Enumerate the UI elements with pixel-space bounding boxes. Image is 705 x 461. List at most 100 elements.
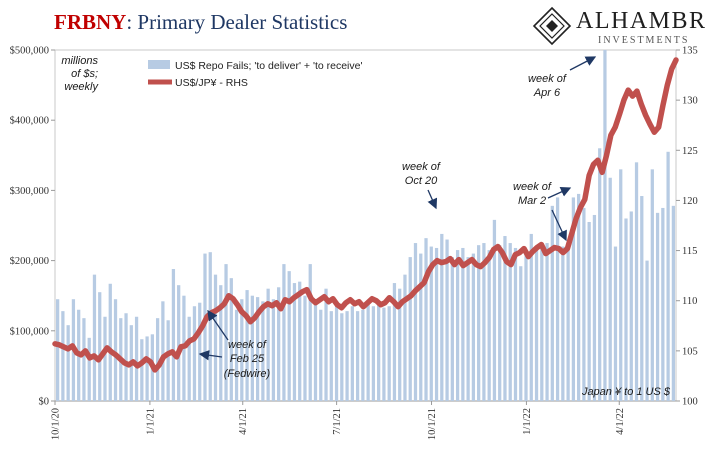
repo-fails-bar — [424, 238, 428, 401]
repo-fails-bar — [240, 299, 244, 401]
repo-fails-bar — [155, 318, 160, 401]
repo-fails-bar — [671, 205, 675, 401]
footnote: Japan ¥ to 1 US $ — [581, 386, 671, 398]
repo-fails-bar — [329, 311, 333, 401]
units-line-1: millions — [61, 55, 98, 67]
annotation-apr6-line-1: week of — [528, 73, 567, 85]
repo-fails-bar — [303, 295, 307, 401]
repo-fails-bar — [245, 290, 249, 401]
legend-line-label: US$/JP¥ - RHS — [175, 77, 248, 89]
repo-fails-bar — [440, 233, 444, 401]
y-left-tick-label: $200,000 — [10, 256, 49, 267]
repo-fails-bar — [350, 306, 354, 401]
y-right-tick-label: 135 — [682, 46, 698, 57]
repo-fails-bar — [192, 306, 197, 401]
y-right-tick-label: 100 — [682, 397, 698, 408]
repo-fails-bar — [261, 301, 265, 401]
alhambra-logo: ALHAMBRA INVESTMENTS — [532, 6, 705, 46]
repo-fails-bar — [187, 316, 191, 401]
annotation-mar2-arrow-down — [551, 209, 567, 242]
x-tick-label: 1/1/22 — [522, 408, 533, 435]
repo-fails-bar — [145, 336, 149, 401]
repo-fails-bar — [366, 302, 370, 401]
repo-fails-bar — [171, 269, 176, 401]
repo-fails-bar — [613, 246, 618, 401]
repo-fails-bar — [529, 233, 533, 401]
repo-fails-bar — [408, 257, 412, 401]
repo-fails-bar — [608, 177, 612, 401]
repo-fails-bars — [56, 50, 675, 401]
y-right-tick-label: 105 — [682, 346, 698, 357]
x-tick-label: 1/1/21 — [145, 408, 156, 435]
repo-fails-bar — [266, 288, 270, 401]
repo-fails-bar — [540, 246, 544, 401]
repo-fails-bar — [282, 264, 286, 401]
repo-fails-bar — [545, 243, 549, 401]
repo-fails-bar — [550, 205, 554, 401]
repo-fails-bar — [124, 313, 128, 401]
repo-fails-bar — [640, 196, 644, 401]
repo-fails-bar — [582, 207, 586, 401]
repo-fails-bar — [655, 212, 660, 401]
repo-fails-bar — [108, 283, 112, 401]
repo-fails-bar — [398, 288, 402, 401]
repo-fails-bar — [82, 318, 86, 401]
annotation-feb25: week of Feb 25 (Fedwire) — [198, 309, 271, 380]
repo-fails-bar — [645, 260, 649, 401]
logo-subtitle: INVESTMENTS — [598, 35, 690, 46]
legend-bar-label: US$ Repo Fails; 'to deliver' + 'to recei… — [175, 60, 362, 72]
y-left-tick-label: $300,000 — [10, 186, 49, 197]
repo-fails-bar — [66, 325, 70, 401]
repo-fails-bar — [361, 309, 365, 401]
annotation-mar2-line-1: week of — [513, 181, 552, 193]
repo-fails-bar — [429, 246, 433, 401]
repo-fails-bar — [87, 337, 91, 401]
repo-fails-bar — [92, 274, 97, 401]
x-tick-label: 10/1/20 — [51, 408, 62, 440]
repo-fails-bar — [345, 311, 349, 401]
annotation-feb25-line-2: Feb 25 — [230, 353, 265, 365]
units-line-2: of $s; — [71, 68, 98, 80]
repo-fails-bar — [271, 299, 276, 401]
repo-fails-bar — [661, 207, 665, 401]
repo-fails-bar — [277, 287, 281, 401]
repo-fails-bar — [624, 218, 628, 401]
repo-fails-bar — [208, 252, 212, 401]
y-right-tick-label: 125 — [682, 146, 698, 157]
logo-mark-icon — [532, 6, 572, 46]
annotation-apr6: week of Apr 6 — [528, 56, 597, 99]
repo-fails-bar — [166, 320, 170, 401]
y-left-tick-label: $0 — [39, 397, 50, 408]
chart-title: FRBNY: Primary Dealer Statistics — [54, 10, 347, 35]
axes: $0 $100,000 $200,000 $300,000 $400,000 $500,0… — [10, 46, 698, 441]
y-right-tick-label: 110 — [682, 296, 697, 307]
annotation-apr6-arrow — [569, 56, 597, 71]
repo-fails-bar — [250, 295, 254, 401]
usdjpy-line — [52, 57, 679, 373]
title-text: : Primary Dealer Statistics — [126, 10, 348, 34]
usdjpy-line-group — [52, 57, 679, 373]
annotation-feb25-line-3: (Fedwire) — [224, 368, 271, 380]
repo-fails-bar — [382, 307, 386, 401]
repo-fails-bar — [445, 239, 449, 401]
x-tick-label: 4/1/22 — [615, 408, 626, 435]
x-tick-label: 4/1/21 — [238, 408, 249, 435]
repo-fails-bar — [666, 151, 670, 401]
repo-fails-bar — [461, 247, 465, 401]
repo-fails-bar — [113, 299, 118, 401]
annotation-mar2-line-2: Mar 2 — [518, 195, 546, 207]
repo-fails-bar — [571, 197, 576, 401]
repo-fails-bar — [587, 221, 591, 401]
repo-fails-bar — [598, 148, 602, 401]
y-right-tick-label: 115 — [682, 246, 697, 257]
repo-fails-bar — [319, 309, 323, 401]
logo-name: ALHAMBRA — [576, 8, 705, 34]
annotation-feb25-arrow-left — [198, 350, 223, 361]
repo-fails-bar — [434, 247, 439, 401]
repo-fails-bar — [634, 162, 639, 401]
repo-fails-bar — [482, 243, 486, 401]
repo-fails-bar — [334, 306, 339, 401]
repo-fails-bar — [419, 253, 423, 401]
units-line-3: weekly — [64, 81, 99, 93]
